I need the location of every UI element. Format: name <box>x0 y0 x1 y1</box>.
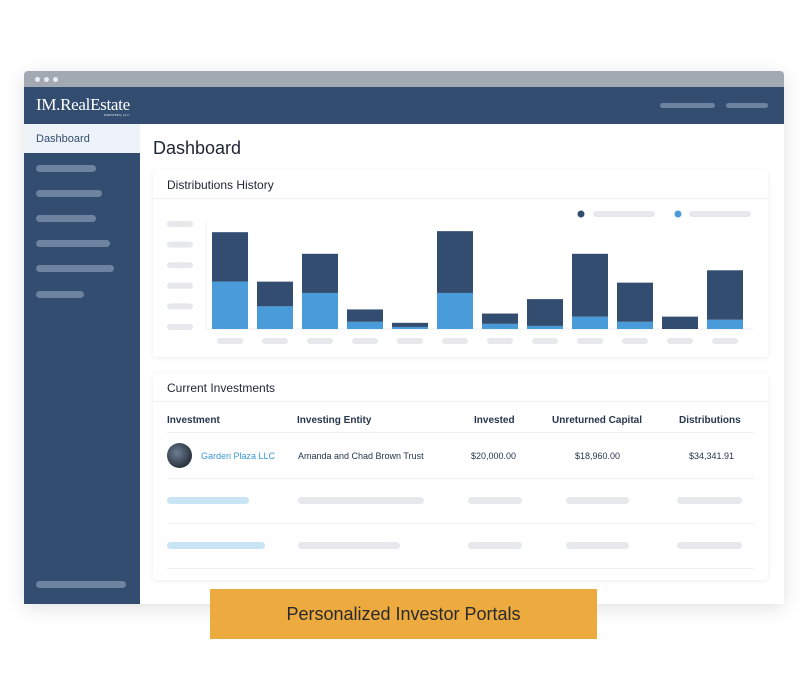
y-tick-label-placeholder <box>167 262 193 269</box>
window-titlebar <box>24 71 784 87</box>
bar-segment-light <box>707 319 743 329</box>
column-header-invested[interactable]: Invested <box>474 415 515 426</box>
bar-segment-dark <box>347 309 383 322</box>
sidebar-item-dashboard[interactable]: Dashboard <box>24 124 140 153</box>
investment-avatar <box>167 443 192 468</box>
bar-segment-light <box>482 323 518 329</box>
divider <box>167 432 754 433</box>
placeholder <box>468 542 522 549</box>
placeholder <box>468 497 522 504</box>
bar-segment-dark <box>527 299 563 326</box>
bar-segment-dark <box>212 232 248 282</box>
column-header-distributions[interactable]: Distributions <box>679 415 741 426</box>
bar-segment-light <box>257 306 293 329</box>
column-header-unreturned[interactable]: Unreturned Capital <box>552 415 643 426</box>
bar-segment-light <box>392 326 428 329</box>
page-title: Dashboard <box>153 138 242 158</box>
legend-label-placeholder <box>689 211 751 217</box>
sidebar-item-placeholder[interactable] <box>36 240 110 247</box>
x-tick-label-placeholder <box>397 338 423 344</box>
y-tick-label-placeholder <box>167 282 193 289</box>
distributions-history-card: Distributions History <box>153 170 768 357</box>
x-tick-label-placeholder <box>262 338 288 344</box>
x-tick-label-placeholder <box>712 338 738 344</box>
y-tick-label-placeholder <box>167 324 193 330</box>
divider <box>167 478 754 479</box>
sidebar-item-placeholder[interactable] <box>36 265 114 272</box>
y-tick-label-placeholder <box>167 241 193 248</box>
bar-segment-light <box>572 316 608 329</box>
logo-text: IM.RealEstate <box>36 95 130 114</box>
placeholder <box>677 542 742 549</box>
investment-link[interactable]: Garden Plaza LLC <box>201 451 276 461</box>
header-nav-placeholder[interactable] <box>726 103 768 108</box>
distributions-amount: $34,341.91 <box>689 451 735 461</box>
placeholder <box>167 497 249 504</box>
sidebar: Dashboard <box>24 124 140 604</box>
x-tick-label-placeholder <box>442 338 468 344</box>
divider <box>167 523 754 524</box>
placeholder <box>566 542 629 549</box>
column-header-entity[interactable]: Investing Entity <box>297 415 372 426</box>
app-window: IM.RealEstate PARTNERS, LLC Dashboard Das… <box>24 71 784 604</box>
sidebar-item-placeholder[interactable] <box>36 190 102 197</box>
main-content: Dashboard Distributions History Current … <box>140 124 784 604</box>
x-tick-label-placeholder <box>622 338 648 344</box>
card-title: Distributions History <box>153 170 768 199</box>
window-dot[interactable] <box>44 76 49 82</box>
sidebar-item-placeholder[interactable] <box>36 291 84 298</box>
bar-segment-light <box>437 292 473 329</box>
x-tick-label-placeholder <box>487 338 513 344</box>
divider <box>167 568 754 569</box>
sidebar-item-placeholder[interactable] <box>36 165 96 172</box>
investing-entity: Amanda and Chad Brown Trust <box>298 451 424 461</box>
x-tick-label-placeholder <box>217 338 243 344</box>
banner-text: Personalized Investor Portals <box>286 603 521 624</box>
window-dot[interactable] <box>53 76 58 82</box>
current-investments-card: Current Investments Investment Investing… <box>153 373 768 580</box>
placeholder <box>298 542 400 549</box>
placeholder <box>298 497 424 504</box>
bar-segment-dark <box>572 253 608 317</box>
placeholder <box>167 542 265 549</box>
placeholder <box>566 497 629 504</box>
x-tick-label-placeholder <box>307 338 333 344</box>
sidebar-footer-placeholder[interactable] <box>36 581 126 588</box>
bar-segment-dark <box>482 313 518 324</box>
x-tick-label-placeholder <box>577 338 603 344</box>
bar-segment-dark <box>437 231 473 293</box>
y-tick-label-placeholder <box>167 303 193 310</box>
header-nav-placeholder[interactable] <box>660 103 715 108</box>
legend-label-placeholder <box>593 211 655 217</box>
bar-segment-dark <box>617 282 653 322</box>
x-tick-label-placeholder <box>352 338 378 344</box>
app-header: IM.RealEstate PARTNERS, LLC <box>24 87 784 124</box>
column-header-investment[interactable]: Investment <box>167 415 220 426</box>
bar-segment-light <box>617 321 653 329</box>
bar-segment-light <box>527 325 563 329</box>
bar-segment-light <box>302 292 338 329</box>
distributions-chart <box>167 210 753 344</box>
bar-segment-dark <box>707 270 743 320</box>
bar-segment-light <box>347 321 383 329</box>
card-title: Current Investments <box>153 373 768 402</box>
legend-marker-light <box>674 210 682 218</box>
placeholder <box>677 497 742 504</box>
logo[interactable]: IM.RealEstate PARTNERS, LLC <box>36 95 130 117</box>
legend-marker-dark <box>577 210 585 218</box>
sidebar-item-placeholder[interactable] <box>36 215 96 222</box>
y-tick-label-placeholder <box>167 221 193 227</box>
bar-segment-dark <box>302 253 338 293</box>
bar-segment-dark <box>662 316 698 329</box>
invested-amount: $20,000.00 <box>471 451 517 461</box>
x-tick-label-placeholder <box>532 338 558 344</box>
unreturned-capital: $18,960.00 <box>575 451 621 461</box>
bar-segment-light <box>212 281 248 329</box>
window-dot[interactable] <box>35 76 40 82</box>
bar-segment-dark <box>392 322 428 327</box>
logo-subtext: PARTNERS, LLC <box>103 113 130 117</box>
bar-segment-dark <box>257 281 293 307</box>
x-tick-label-placeholder <box>667 338 693 344</box>
banner: Personalized Investor Portals <box>210 589 597 639</box>
